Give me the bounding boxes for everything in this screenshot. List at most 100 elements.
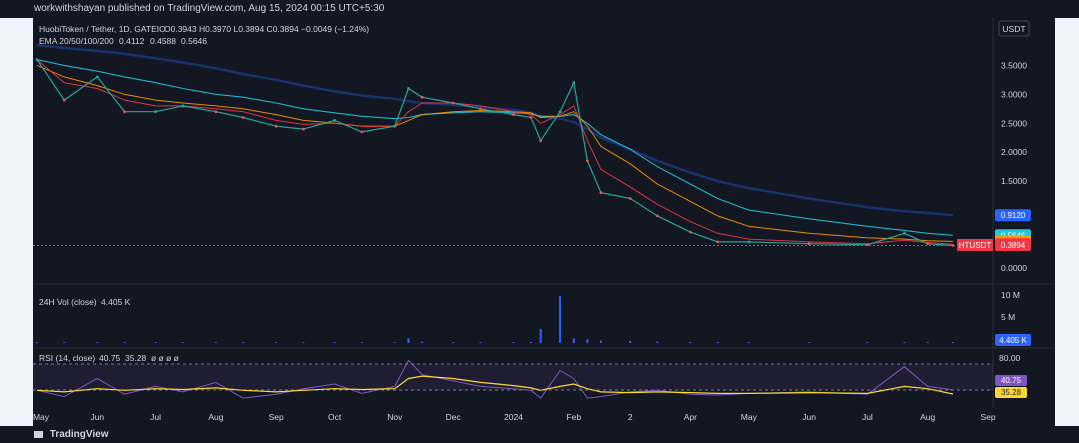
symbol-legend[interactable]: HuobiToken / Tether, 1D, GATEIO	[39, 24, 166, 34]
volume-bar	[689, 342, 692, 343]
volume-bar	[123, 342, 126, 343]
price-point	[558, 110, 562, 114]
volume-bar	[275, 342, 278, 343]
price-point	[393, 124, 397, 128]
price-point	[302, 127, 305, 131]
volume-bar	[154, 342, 157, 343]
price-point	[333, 119, 336, 122]
ema-legend-title[interactable]: EMA 20/50/100/200	[39, 36, 114, 46]
price-point	[181, 104, 185, 108]
volume-last-tag-text: 4.405 K	[999, 336, 1027, 345]
currency-label: USDT	[1002, 24, 1025, 34]
ema100-legend-value: 0.5646	[181, 36, 207, 46]
time-axis-tick: Jul	[862, 412, 873, 422]
volume-bar	[747, 342, 750, 343]
time-axis-tick: 2024	[504, 412, 523, 422]
time-axis-tick: Jun	[802, 412, 816, 422]
price-point	[420, 95, 424, 99]
time-axis-tick: Feb	[566, 412, 581, 422]
volume-pane[interactable]	[33, 284, 993, 348]
price-point	[274, 124, 278, 128]
chart-area[interactable]: HuobiToken / Tether, 1D, GATEIO O0.3943 …	[33, 18, 1055, 426]
symbol-tag	[957, 239, 993, 251]
time-axis-tick: Dec	[446, 412, 462, 422]
rsi-pane[interactable]	[33, 348, 993, 408]
time-axis-tick: Jun	[90, 412, 104, 422]
rsi-legend-title[interactable]: RSI (14, close)	[39, 353, 95, 363]
volume-bar	[96, 342, 99, 343]
price-series	[35, 43, 955, 247]
price-point	[214, 110, 218, 114]
time-axis-tick: Aug	[920, 412, 935, 422]
price-point	[572, 81, 576, 85]
volume-bar	[903, 342, 906, 343]
volume-legend-title[interactable]: 24H Vol (close)	[39, 297, 97, 307]
price-point	[628, 197, 632, 200]
price-point	[241, 116, 245, 119]
rsi-line	[36, 359, 954, 399]
volume-axis-tick: 5 M	[1001, 312, 1015, 322]
volume-legend-value: 4.405 K	[101, 297, 131, 307]
time-axis-tick: Sep	[269, 412, 284, 422]
price-point	[807, 242, 811, 246]
price-tag-text: 0.9120	[1001, 211, 1026, 220]
chart-svg[interactable]: HuobiToken / Tether, 1D, GATEIO O0.3943 …	[33, 18, 1055, 426]
price-pane[interactable]	[33, 18, 993, 284]
volume-bar	[539, 328, 542, 343]
rsi-ma-tag-text: 35.28	[1001, 388, 1022, 397]
volume-bar	[530, 342, 532, 343]
price-point	[154, 110, 157, 114]
price-axis[interactable]: 3.5000 3.0000 2.5000 2.0000 1.5000 0.0000	[1001, 60, 1027, 273]
time-axis[interactable]: May Jun Jul Aug Sep Oct Nov Dec 2024 Feb 2 Apr May Ju…	[33, 412, 996, 422]
volume-series	[36, 296, 954, 343]
ema20-legend-value: 0.4112	[119, 36, 145, 46]
price-point	[926, 242, 930, 246]
price-point	[539, 139, 543, 142]
published-text: workwithshayan published on TradingView.…	[34, 3, 385, 14]
rsi-legend-extra: ø ø ø ø	[151, 353, 179, 363]
volume-bar	[214, 342, 217, 343]
volume-bar	[479, 342, 482, 343]
price-axis-tick: 0.0000	[1001, 263, 1027, 273]
time-axis-tick: Oct	[328, 412, 342, 422]
price-point	[360, 130, 364, 134]
price-point	[903, 231, 906, 235]
rsi-ma-line	[36, 375, 954, 395]
price-point	[407, 87, 410, 90]
price-point	[95, 75, 99, 79]
last-price-tag	[995, 239, 1031, 251]
volume-bar	[242, 342, 245, 343]
time-axis-tick: Apr	[684, 412, 697, 422]
volume-bar	[572, 338, 575, 343]
volume-bar	[716, 342, 719, 343]
volume-bar	[866, 342, 869, 343]
ema20-line	[36, 59, 954, 245]
rsi-ma-tag	[995, 387, 1027, 398]
price-point	[451, 101, 455, 105]
volume-bar	[629, 341, 632, 343]
price-axis-tick: 3.0000	[1001, 89, 1027, 99]
price-point	[747, 240, 751, 244]
currency-button[interactable]	[998, 20, 1030, 37]
price-line	[36, 59, 954, 247]
rsi-legend-value: 40.75	[99, 353, 121, 363]
volume-bar	[407, 338, 410, 343]
volume-bar	[360, 342, 363, 343]
rsi-tag	[995, 375, 1027, 386]
price-point	[656, 214, 659, 218]
price-axis-tick: 3.5000	[1001, 60, 1027, 70]
rsi-axis-tick: 80.00	[999, 353, 1021, 363]
tradingview-footer: TradingView	[0, 426, 1079, 443]
volume-bar	[926, 342, 929, 343]
ohlc-legend: O0.3943 H0.3970 L0.3894 C0.3894 −0.0049 …	[164, 24, 369, 34]
volume-bar	[452, 342, 455, 343]
time-axis-tick: Aug	[208, 412, 223, 422]
price-axis-tick: 2.0000	[1001, 147, 1027, 157]
time-axis-tick: Jul	[150, 412, 161, 422]
price-point	[123, 110, 126, 114]
time-axis-tick: 2	[628, 412, 633, 422]
price-point	[599, 191, 603, 195]
volume-bar	[302, 342, 305, 343]
symbol-tag-text: HTUSDT	[959, 241, 992, 250]
price-point	[529, 116, 533, 119]
